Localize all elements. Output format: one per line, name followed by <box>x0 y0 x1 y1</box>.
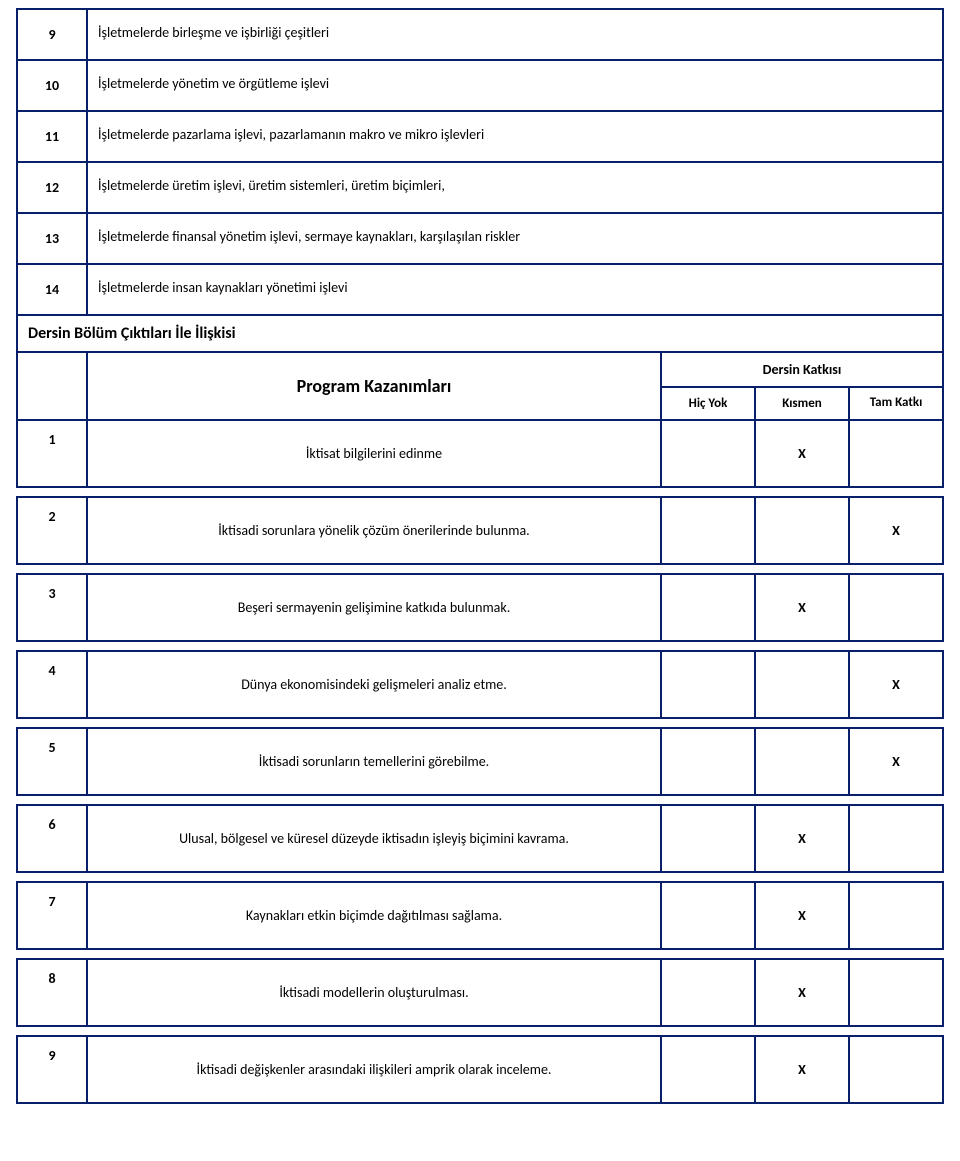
outcome-text: İktisadi modellerin oluşturulması. <box>88 960 662 1025</box>
outcome-marks: X <box>662 421 942 486</box>
mark-cell-none <box>662 498 754 563</box>
topic-number: 9 <box>18 10 88 59</box>
outcome-row: 7 Kaynakları etkin biçimde dağıtılması s… <box>16 881 944 950</box>
outcome-text: Kaynakları etkin biçimde dağıtılması sağ… <box>88 883 662 948</box>
mark-cell-partial: X <box>754 421 848 486</box>
col-none-label: Hiç Yok <box>662 388 754 419</box>
table-row: 13 İşletmelerde finansal yönetim işlevi,… <box>18 212 942 263</box>
outcome-number: 7 <box>18 883 88 948</box>
mark-cell-partial: X <box>754 1037 848 1102</box>
outcome-number: 3 <box>18 575 88 640</box>
outcome-row: 6 Ulusal, bölgesel ve küresel düzeyde ik… <box>16 804 944 873</box>
mark-cell-full: X <box>848 652 942 717</box>
mark-cell-full <box>848 421 942 486</box>
table-row: 10 İşletmelerde yönetim ve örgütleme işl… <box>18 59 942 110</box>
table-row: 12 İşletmelerde üretim işlevi, üretim si… <box>18 161 942 212</box>
topic-text: İşletmelerde finansal yönetim işlevi, se… <box>88 214 942 263</box>
contribution-subcols: Hiç Yok Kısmen Tam Katkı <box>662 388 942 419</box>
mark-cell-partial <box>754 498 848 563</box>
topic-number: 10 <box>18 61 88 110</box>
program-header-left-blank <box>18 353 88 419</box>
col-partial-label: Kısmen <box>754 388 848 419</box>
outcome-text: Dünya ekonomisindeki gelişmeleri analiz … <box>88 652 662 717</box>
outcome-marks: X <box>662 806 942 871</box>
outcome-row: 8 İktisadi modellerin oluşturulması. X <box>16 958 944 1027</box>
mark-cell-partial <box>754 729 848 794</box>
outcome-number: 1 <box>18 421 88 486</box>
topic-number: 13 <box>18 214 88 263</box>
outcome-number: 5 <box>18 729 88 794</box>
outcome-text: İktisadi sorunların temellerini görebilm… <box>88 729 662 794</box>
mark-cell-full <box>848 806 942 871</box>
outcome-text: İktisadi değişkenler arasındaki ilişkile… <box>88 1037 662 1102</box>
outcome-row: 9 İktisadi değişkenler arasındaki ilişki… <box>16 1035 944 1104</box>
mark-cell-full <box>848 883 942 948</box>
topics-table: 9 İşletmelerde birleşme ve işbirliği çeş… <box>18 10 942 314</box>
outcome-number: 8 <box>18 960 88 1025</box>
mark-cell-none <box>662 960 754 1025</box>
mark-cell-none <box>662 806 754 871</box>
outcome-text: Ulusal, bölgesel ve küresel düzeyde ikti… <box>88 806 662 871</box>
outcome-text: Beşeri sermayenin gelişimine katkıda bul… <box>88 575 662 640</box>
program-title: Program Kazanımları <box>88 353 662 419</box>
mark-cell-partial: X <box>754 575 848 640</box>
table-row: 9 İşletmelerde birleşme ve işbirliği çeş… <box>18 10 942 59</box>
topic-text: İşletmelerde insan kaynakları yönetimi i… <box>88 265 942 314</box>
outcome-marks: X <box>662 575 942 640</box>
outcome-number: 2 <box>18 498 88 563</box>
mark-cell-none <box>662 729 754 794</box>
mark-cell-partial: X <box>754 806 848 871</box>
col-full-label: Tam Katkı <box>848 388 942 419</box>
mark-cell-full: X <box>848 729 942 794</box>
topic-text: İşletmelerde üretim işlevi, üretim siste… <box>88 163 942 212</box>
outcome-number: 4 <box>18 652 88 717</box>
mark-cell-none <box>662 883 754 948</box>
outcome-marks: X <box>662 498 942 563</box>
outcome-text: İktisadi sorunlara yönelik çözüm önerile… <box>88 498 662 563</box>
outcome-number: 9 <box>18 1037 88 1102</box>
section-title: Dersin Bölüm Çıktıları İle İlişkisi <box>18 314 942 351</box>
outcome-marks: X <box>662 883 942 948</box>
mark-cell-none <box>662 1037 754 1102</box>
outcome-text: İktisat bilgilerini edinme <box>88 421 662 486</box>
mark-cell-full: X <box>848 498 942 563</box>
outcome-marks: X <box>662 960 942 1025</box>
outcome-row: 5 İktisadi sorunların temellerini görebi… <box>16 727 944 796</box>
mark-cell-partial: X <box>754 883 848 948</box>
program-header: Program Kazanımları Dersin Katkısı Hiç Y… <box>18 351 942 419</box>
topic-number: 12 <box>18 163 88 212</box>
outcome-row: 3 Beşeri sermayenin gelişimine katkıda b… <box>16 573 944 642</box>
outer-container: 9 İşletmelerde birleşme ve işbirliği çeş… <box>16 8 944 488</box>
table-row: 14 İşletmelerde insan kaynakları yönetim… <box>18 263 942 314</box>
outcome-marks: X <box>662 652 942 717</box>
topic-text: İşletmelerde yönetim ve örgütleme işlevi <box>88 61 942 110</box>
outcome-row: 4 Dünya ekonomisindeki gelişmeleri anali… <box>16 650 944 719</box>
topic-number: 14 <box>18 265 88 314</box>
topic-text: İşletmelerde pazarlama işlevi, pazarlama… <box>88 112 942 161</box>
outcome-number: 6 <box>18 806 88 871</box>
table-row: 11 İşletmelerde pazarlama işlevi, pazarl… <box>18 110 942 161</box>
mark-cell-full <box>848 1037 942 1102</box>
mark-cell-none <box>662 421 754 486</box>
topic-number: 11 <box>18 112 88 161</box>
outcome-marks: X <box>662 729 942 794</box>
mark-cell-partial: X <box>754 960 848 1025</box>
outcome-row: 2 İktisadi sorunlara yönelik çözüm öneri… <box>16 496 944 565</box>
mark-cell-full <box>848 575 942 640</box>
outcome-marks: X <box>662 1037 942 1102</box>
mark-cell-partial <box>754 652 848 717</box>
mark-cell-none <box>662 652 754 717</box>
contribution-title: Dersin Katkısı <box>662 353 942 388</box>
outcome-row: 1 İktisat bilgilerini edinme X <box>18 419 942 486</box>
program-header-right: Dersin Katkısı Hiç Yok Kısmen Tam Katkı <box>662 353 942 419</box>
topic-text: İşletmelerde birleşme ve işbirliği çeşit… <box>88 10 942 59</box>
mark-cell-none <box>662 575 754 640</box>
mark-cell-full <box>848 960 942 1025</box>
